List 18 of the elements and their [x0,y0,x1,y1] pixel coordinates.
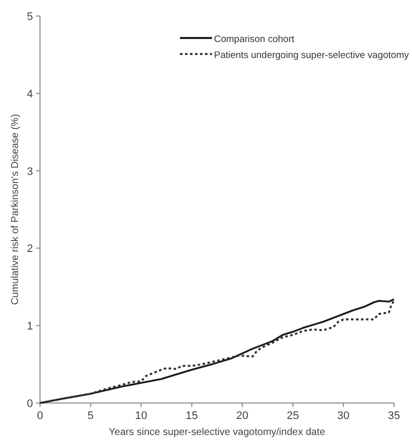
legend-label: Comparison cohort [214,34,295,45]
x-tick-label: 5 [88,410,94,422]
y-tick-label: 0 [26,398,33,410]
y-tick-label: 1 [26,320,33,333]
x-tick-label: 25 [286,410,299,422]
legend-label: Patients undergoing super-selective vagotomy [214,50,410,61]
x-tick-label: 0 [36,410,44,422]
y-tick-label: 3 [26,166,33,178]
x-tick-label: 15 [186,410,198,422]
x-tick-label: 20 [236,410,248,422]
y-tick-label: 5 [26,11,33,23]
y-tick-label: 4 [26,88,33,100]
y-tick-label: 2 [26,243,33,256]
x-axis-title: Years since super-selective vagotomy/index date [108,427,326,438]
x-tick-label: 30 [337,410,350,422]
x-tick-label: 35 [388,410,400,422]
x-tick-label: 10 [135,410,148,422]
y-axis-title: Cumulative risk of Parkinson's Disease (%) [10,114,21,305]
